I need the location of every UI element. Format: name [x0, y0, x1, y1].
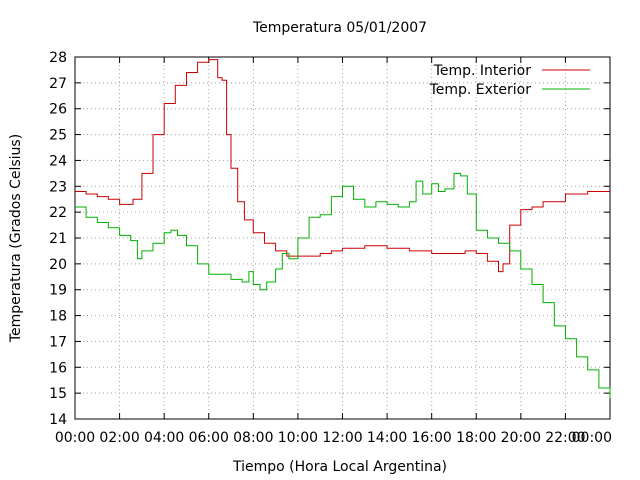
y-axis: 14 15 16 17 18 19 20 21 22 23 24 25 26 27 28: [49, 50, 610, 428]
x-tick-label: 06:00: [189, 430, 229, 446]
x-axis-label: Tiempo (Hora Local Argentina): [232, 459, 447, 475]
series-line-exterior: [75, 172, 611, 399]
series-line-interior: [75, 59, 610, 273]
y-tick-label: 22: [49, 205, 67, 221]
y-tick-label: 18: [49, 309, 67, 325]
x-axis: 00:00 02:00 04:00 06:00 08:00 10:00 12:00 14:00…: [55, 57, 612, 446]
x-tick-label: 02:00: [99, 430, 139, 446]
x-tick-label: 18:00: [456, 430, 496, 446]
y-tick-label: 24: [49, 153, 67, 169]
legend-label: Temp. Interior: [433, 63, 532, 79]
x-tick-label: 04:00: [144, 430, 184, 446]
y-tick-label: 25: [49, 128, 67, 144]
y-tick-label: 27: [49, 76, 67, 92]
legend: Temp. Interior Temp. Exterior: [429, 63, 590, 98]
chart-title: Temperatura 05/01/2007: [252, 20, 427, 36]
y-tick-label: 17: [49, 334, 67, 350]
y-tick-label: 26: [49, 102, 67, 118]
legend-label: Temp. Exterior: [429, 82, 532, 98]
x-tick-label: 22:00: [545, 430, 585, 446]
y-tick-label: 16: [49, 360, 67, 376]
y-tick-label: 23: [49, 179, 67, 195]
y-tick-label: 20: [49, 257, 67, 273]
y-tick-label: 15: [49, 386, 67, 402]
x-tick-label: 10:00: [278, 430, 318, 446]
y-axis-label: Temperatura (Grados Celsius): [8, 134, 24, 343]
x-tick-label: 00:00: [55, 430, 95, 446]
x-tick-label: 20:00: [501, 430, 541, 446]
grid: [75, 57, 610, 419]
x-tick-label: 12:00: [322, 430, 362, 446]
x-tick-label: 14:00: [367, 430, 407, 446]
x-tick-label: 00:00: [572, 430, 612, 446]
series-lines: [75, 59, 611, 399]
x-tick-label: 08:00: [233, 430, 273, 446]
y-tick-label: 28: [49, 50, 67, 66]
y-tick-label: 19: [49, 283, 67, 299]
y-tick-label: 14: [49, 412, 67, 428]
y-tick-label: 21: [49, 231, 67, 247]
x-tick-label: 16:00: [411, 430, 451, 446]
